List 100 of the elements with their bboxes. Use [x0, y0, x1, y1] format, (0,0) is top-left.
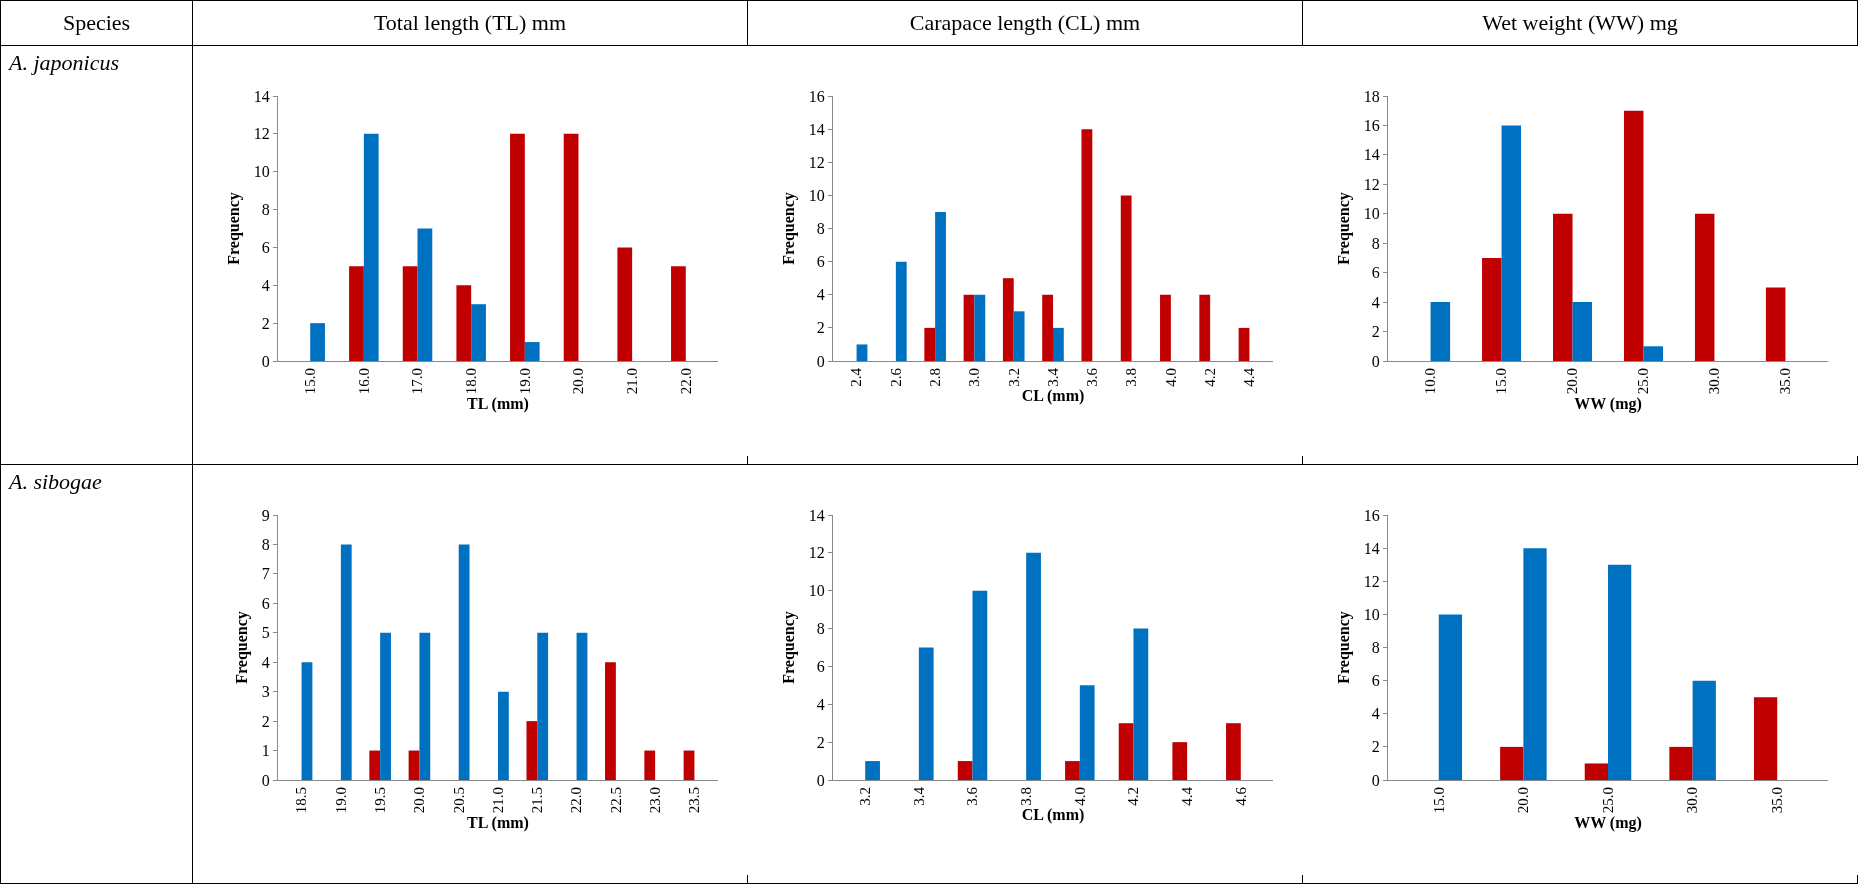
y-tick-label: 16 [808, 87, 825, 105]
y-tick-label: 14 [1363, 539, 1380, 557]
y-tick-label: 0 [816, 352, 825, 370]
x-tick-label: 20.5 [450, 787, 467, 814]
bar [576, 632, 588, 780]
bar [471, 304, 486, 361]
x-tick-label: 22.0 [568, 787, 585, 814]
x-tick-label: 20.0 [1564, 368, 1581, 395]
x-tick-label: 10.0 [1422, 368, 1439, 395]
bar [1172, 742, 1188, 780]
y-tick-label: 0 [1371, 771, 1380, 789]
x-tick-label: 15.0 [302, 368, 319, 395]
text: Total length (TL) mm [192, 0, 748, 46]
y-tick-label: 10 [1363, 205, 1380, 223]
text: Wet weight (WW) mg [1302, 0, 1858, 46]
text: A. sibogae [0, 464, 193, 884]
y-tick-label: 9 [261, 506, 270, 524]
x-tick-label: 3.4 [1044, 367, 1061, 387]
y-tick-label: 16 [1363, 506, 1380, 524]
y-tick-label: 1 [261, 742, 270, 760]
x-axis-title: CL (mm) [1021, 806, 1085, 825]
bar [1523, 548, 1547, 780]
bar [456, 285, 472, 361]
bar [498, 691, 509, 780]
x-tick-label: 25.0 [1599, 787, 1616, 814]
y-tick-label: 10 [253, 163, 270, 181]
y-tick-label: 6 [261, 594, 270, 612]
bar [1013, 311, 1025, 361]
bar [1500, 746, 1524, 780]
y-tick-label: 2 [261, 314, 270, 332]
x-tick-label: 20.0 [411, 787, 428, 814]
y-tick-label: 10 [808, 582, 825, 600]
x-tick-label: 35.0 [1769, 787, 1786, 814]
bar [963, 294, 975, 361]
x-tick-label: 3.8 [1123, 368, 1140, 387]
bar [924, 327, 936, 361]
bar [369, 750, 381, 780]
bar [605, 662, 616, 780]
bar [340, 544, 352, 780]
x-tick-label: 21.0 [624, 368, 641, 395]
y-tick-label: 12 [808, 153, 825, 171]
x-tick-label: 3.4 [910, 786, 927, 806]
x-tick-label: 16.0 [355, 368, 372, 395]
bar [1669, 746, 1693, 780]
text: A. japonicus [0, 45, 193, 465]
y-tick-label: 0 [1371, 352, 1380, 370]
y-tick-label: 2 [816, 319, 825, 337]
y-tick-label: 8 [261, 536, 270, 554]
y-tick-label: 4 [1371, 293, 1380, 311]
x-tick-label: 19.0 [332, 787, 349, 814]
bar [301, 662, 313, 780]
bar [1765, 287, 1786, 361]
x-tick-label: 17.0 [409, 368, 426, 395]
bar [957, 761, 973, 780]
x-tick-label: 21.5 [529, 787, 546, 814]
bar [1160, 294, 1171, 361]
y-tick-label: 8 [816, 220, 825, 238]
y-tick-label: 14 [253, 87, 270, 105]
y-axis-title: Frequency [224, 192, 243, 265]
y-tick-label: 2 [261, 712, 270, 730]
x-tick-label: 3.2 [857, 787, 874, 806]
bar [1053, 327, 1064, 361]
x-axis-title: WW (mg) [1574, 394, 1642, 413]
y-tick-label: 10 [808, 186, 825, 204]
y-tick-label: 0 [816, 771, 825, 789]
x-tick-label: 4.4 [1241, 367, 1258, 387]
bar [918, 647, 934, 780]
y-tick-label: 14 [808, 506, 825, 524]
x-tick-label: 3.6 [964, 786, 981, 806]
bar [972, 590, 988, 780]
x-tick-label: 19.0 [516, 368, 533, 395]
bar [1026, 552, 1041, 780]
bar [419, 632, 431, 780]
x-tick-label: 15.0 [1493, 368, 1510, 395]
bar [1079, 685, 1095, 780]
bar [408, 750, 420, 780]
bar [1501, 125, 1522, 361]
bar [1199, 294, 1211, 361]
bar [974, 294, 986, 361]
y-tick-label: 8 [816, 620, 825, 638]
bar [1482, 257, 1502, 361]
x-tick-label: 30.0 [1684, 787, 1701, 814]
x-tick-label: 23.5 [686, 787, 703, 814]
y-tick-label: 2 [1371, 323, 1380, 341]
y-axis-title: Frequency [1334, 611, 1353, 684]
bar [1081, 129, 1093, 361]
bar [1584, 763, 1608, 780]
x-tick-label: 15.0 [1430, 787, 1447, 814]
y-axis-title: Frequency [779, 192, 798, 265]
text: Carapace length (CL) mm [747, 0, 1303, 46]
x-tick-label: 19.5 [372, 787, 389, 814]
bar [1623, 110, 1644, 361]
bar [349, 266, 364, 361]
bar [1042, 294, 1053, 361]
x-tick-label: 3.8 [1018, 787, 1035, 806]
bar [1133, 628, 1149, 780]
bar [935, 211, 946, 361]
bar [1065, 761, 1080, 780]
x-tick-label: 18.5 [293, 787, 310, 814]
y-tick-label: 6 [816, 658, 825, 676]
